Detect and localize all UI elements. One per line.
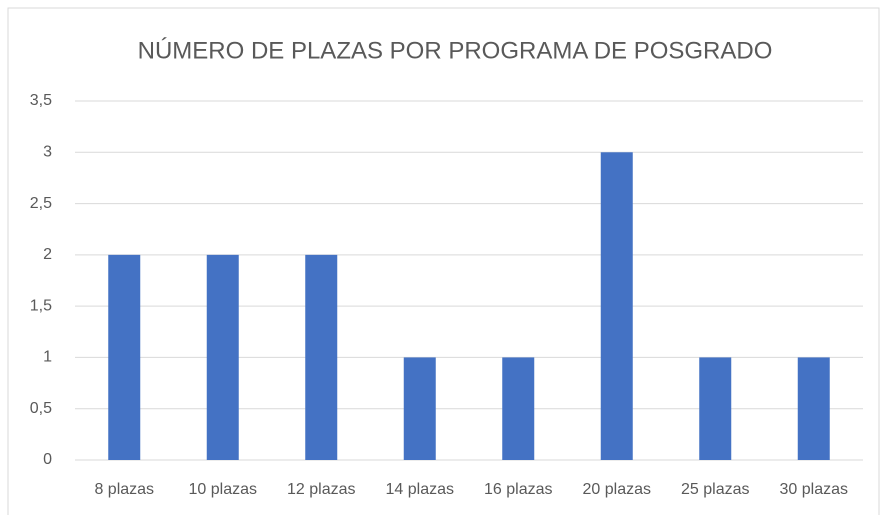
bar <box>403 357 436 460</box>
bar <box>206 254 239 460</box>
x-tick-label: 25 plazas <box>681 481 750 498</box>
bar <box>797 357 830 460</box>
chart-frame <box>7 7 880 515</box>
bar <box>699 357 732 460</box>
x-tick-label: 14 plazas <box>386 481 455 498</box>
y-tick-label: 1 <box>43 349 52 366</box>
bar <box>108 254 141 460</box>
chart-title: NÚMERO DE PLAZAS POR PROGRAMA DE POSGRAD… <box>138 37 773 64</box>
y-tick-label: 3,5 <box>30 92 52 109</box>
y-tick-label: 1,5 <box>30 297 52 314</box>
y-tick-label: 2 <box>43 246 52 263</box>
x-tick-label: 10 plazas <box>189 481 258 498</box>
y-tick-label: 0,5 <box>30 400 52 417</box>
bar <box>600 152 633 461</box>
x-tick-label: 30 plazas <box>780 481 849 498</box>
bar <box>305 254 338 460</box>
y-tick-label: 2,5 <box>30 195 52 212</box>
y-tick-label: 3 <box>43 144 52 161</box>
x-tick-label: 16 plazas <box>484 481 553 498</box>
y-tick-label: 0 <box>43 451 52 468</box>
x-tick-label: 12 plazas <box>287 481 356 498</box>
x-tick-label: 8 plazas <box>94 481 154 498</box>
x-tick-label: 20 plazas <box>583 481 652 498</box>
bar <box>502 357 535 460</box>
